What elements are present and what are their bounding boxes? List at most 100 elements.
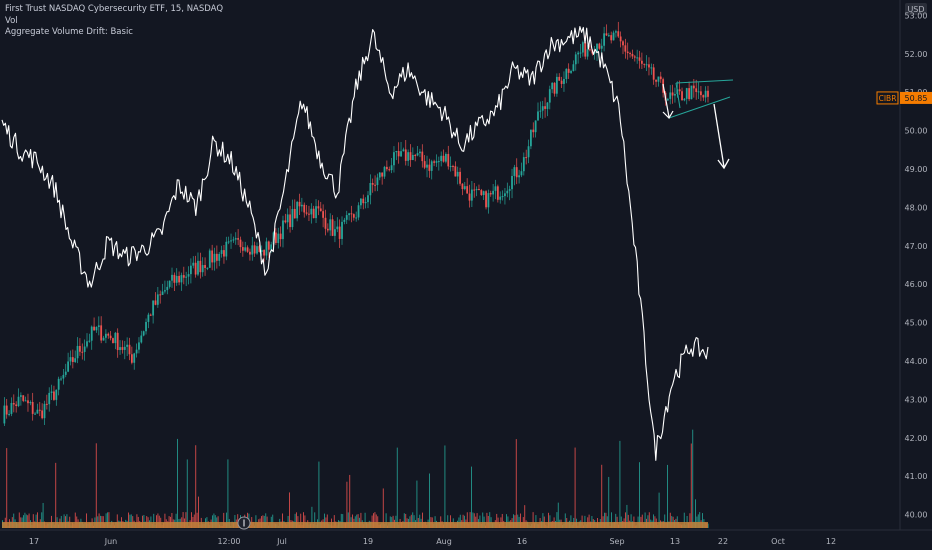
candle-body (104, 333, 107, 338)
volume-bar (300, 513, 302, 528)
candle-body (584, 42, 587, 57)
legend-vol[interactable]: Vol (5, 15, 18, 26)
volume-bar (223, 512, 225, 528)
candle-body (107, 333, 110, 336)
time-tick-label: 22 (718, 537, 728, 546)
volume-bar (287, 515, 289, 528)
candle-body (152, 300, 155, 316)
candle-body (303, 204, 306, 213)
candle-body (671, 92, 674, 96)
volume-bar (42, 502, 44, 528)
candle-body (482, 191, 485, 196)
time-tick-label: Jul (276, 537, 287, 546)
candle-body (109, 335, 112, 339)
candle-body (421, 151, 424, 162)
volume-bar (41, 512, 43, 528)
price-tick-label: 47.00 (905, 242, 928, 251)
volume-bar (314, 512, 316, 528)
candle-body (454, 166, 457, 177)
candle-body (298, 201, 301, 207)
volume-bar (557, 502, 559, 528)
time-tick-label: 12:00 (217, 537, 240, 546)
volume-bar (588, 514, 590, 528)
candle-body (636, 57, 639, 59)
arrow-large-head (717, 158, 730, 170)
volume-bar (395, 515, 397, 528)
volume-bar (74, 512, 76, 528)
volume-bar (584, 515, 586, 528)
candle-body (95, 326, 98, 331)
candle-body (404, 149, 407, 161)
candle-body (130, 354, 133, 363)
volume-bar (304, 515, 306, 528)
volume-bar (639, 462, 640, 528)
candle-body (487, 193, 490, 208)
candle-body (452, 166, 454, 168)
candle-body (357, 205, 360, 218)
price-tick-label: 53.00 (905, 11, 928, 20)
volume-bar (542, 513, 544, 528)
candle-body (272, 232, 275, 245)
candle-body (598, 43, 601, 49)
candle-body (241, 247, 244, 251)
candle-body (560, 80, 563, 84)
candle-body (645, 64, 648, 66)
volume-bar (234, 514, 236, 528)
volume-bar (549, 515, 551, 528)
volume-bar (514, 515, 516, 528)
arrow-small-head (662, 110, 674, 119)
candle-body (343, 219, 346, 222)
candle-body (180, 275, 183, 283)
last-price-value: 50.85 (905, 94, 928, 103)
price-axis[interactable]: USD 53.0052.0051.0050.0049.0048.0047.004… (905, 3, 928, 520)
candle-body (586, 49, 589, 57)
volume-bar (25, 514, 27, 528)
candle-body (388, 169, 391, 171)
candle-body (603, 33, 606, 46)
candle-body (683, 98, 686, 101)
candle-body (360, 198, 362, 206)
candle-body (385, 166, 388, 170)
candle-body (265, 241, 268, 256)
candle-body (164, 290, 166, 292)
candle-body (648, 64, 650, 68)
volume-bar (177, 438, 178, 528)
candle-body (19, 395, 22, 397)
candle-body (62, 374, 65, 379)
candle-body (296, 201, 299, 219)
candle-body (310, 208, 313, 215)
volume-bar (255, 515, 257, 528)
candle-body (312, 208, 315, 219)
time-axis[interactable]: 17 Jun 12:00 Jul 19 Aug 16 Sep 13 22 Oct 12 (29, 537, 836, 546)
legend-title[interactable]: First Trust NASDAQ Cybersecurity ETF, 15… (5, 4, 224, 14)
candle-body (199, 260, 202, 273)
volume-bar (506, 514, 507, 528)
volume-bar (195, 445, 197, 528)
candle-body (8, 413, 10, 415)
volume-bar (303, 512, 304, 528)
candle-body (119, 347, 121, 351)
candle-body (551, 82, 554, 90)
volume-bar (60, 515, 62, 528)
volume-bar (143, 514, 145, 528)
volume-bar (532, 512, 534, 528)
candle-body (688, 88, 691, 100)
candle-body (168, 280, 171, 287)
candle-body (178, 275, 180, 283)
time-tick-label: Sep (609, 537, 624, 546)
volume-bar (476, 513, 478, 528)
candle-body (704, 90, 707, 98)
candle-body (411, 154, 414, 161)
replay-icon[interactable] (237, 516, 251, 530)
candle-body (286, 214, 289, 223)
volume-bar (182, 512, 184, 528)
candle-body (548, 89, 551, 103)
candle-body (607, 35, 610, 37)
candle-body (395, 151, 398, 153)
volume-bar (100, 515, 101, 528)
candle-body (409, 152, 412, 161)
candle-body (90, 326, 93, 341)
candle-body (192, 262, 195, 266)
legend-indicator[interactable]: Aggregate Volume Drift: Basic (5, 27, 133, 37)
